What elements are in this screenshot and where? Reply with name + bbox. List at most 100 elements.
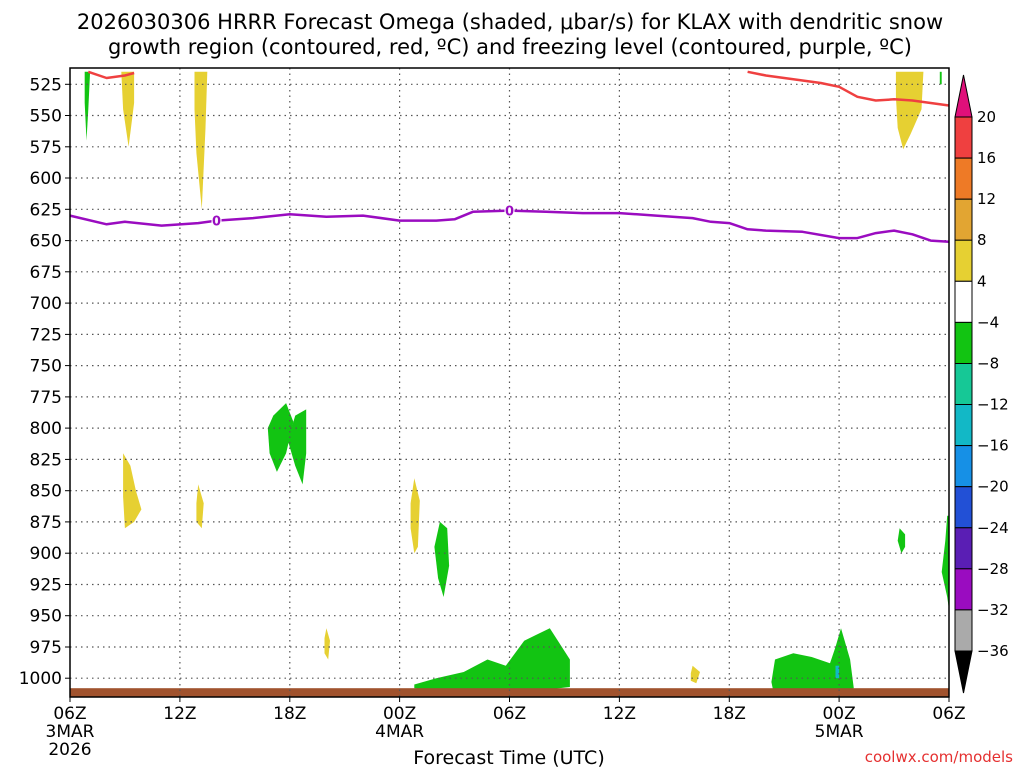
colorbar-swatch-1 (954, 157, 973, 200)
colorbar-label-5: −4 (977, 313, 999, 331)
y-axis: 525 550 575 600 625 650 675 700 725 750 775 800 825 8… (19, 75, 70, 689)
omega-shading (84, 71, 949, 694)
y-tick-label-700: 700 (30, 294, 62, 314)
omega-area-14 (941, 515, 949, 610)
x-tick-label-0: 06Z (53, 704, 86, 724)
y-tick-label-650: 650 (30, 232, 62, 252)
omega-area-7 (690, 665, 700, 684)
colorbar-label-2: 12 (977, 190, 996, 208)
colorbar-swatch-4 (954, 280, 973, 323)
omega-area-17 (835, 665, 840, 679)
colorbar-swatch-9 (954, 486, 973, 529)
omega-area-10 (267, 403, 294, 472)
chart-title-line1: 2026030306 HRRR Forecast Omega (shaded, … (77, 10, 943, 34)
x-tick-label-5: 12Z (603, 704, 636, 724)
omega-area-9 (939, 71, 942, 85)
y-tick-label-775: 775 (30, 388, 62, 408)
y-tick-label-675: 675 (30, 263, 62, 283)
colorbar-swatch-3 (954, 239, 973, 282)
y-tick-label-900: 900 (30, 544, 62, 564)
omega-area-15 (414, 628, 570, 694)
omega-area-4 (196, 484, 204, 529)
omega-area-2 (895, 71, 924, 150)
colorbar-label-7: −12 (977, 396, 1009, 414)
y-tick-label-725: 725 (30, 325, 62, 345)
omega-area-8 (84, 71, 91, 141)
freezing-contour-label-0: 0 (212, 215, 221, 230)
y-tick-label-575: 575 (30, 138, 62, 158)
colorbar-bottom-arrow (954, 650, 973, 694)
y-tick-label-1000: 1000 (19, 669, 62, 689)
colorbar-swatch-8 (954, 445, 973, 488)
colorbar: 20 16 12 8 4 −4 −8 −12 −16 −20 −24 −28 −32 −36 (954, 74, 1009, 694)
freezing-label-bg-1 (504, 203, 515, 217)
colorbar-label-3: 8 (977, 231, 987, 249)
y-tick-label-550: 550 (30, 107, 62, 127)
colorbar-label-11: −28 (977, 560, 1009, 578)
colorbar-swatch-10 (954, 527, 973, 570)
x-tick-label-6: 18Z (713, 704, 746, 724)
x-tick-label-1: 12Z (163, 704, 196, 724)
colorbar-label-0: 20 (977, 108, 996, 126)
ground-band (70, 688, 949, 697)
x-tick-date-7: 5MAR (815, 722, 864, 742)
y-tick-label-875: 875 (30, 513, 62, 533)
colorbar-label-4: 4 (977, 272, 987, 290)
y-tick-label-800: 800 (30, 419, 62, 439)
colorbar-swatch-12 (954, 609, 973, 652)
x-axis-label: Forecast Time (UTC) (413, 747, 604, 768)
omega-area-16 (771, 628, 854, 694)
grid-lines (70, 68, 949, 697)
chart-title-line2: growth region (contoured, red, ºC) and f… (108, 35, 912, 59)
y-tick-label-950: 950 (30, 607, 62, 627)
freezing-level-line (69, 209, 950, 244)
plot-area: 00 5255505756006256506757007257507758008… (19, 67, 966, 760)
colorbar-swatch-7 (954, 404, 973, 447)
colorbar-swatch-11 (954, 568, 973, 611)
colorbar-label-8: −16 (977, 437, 1009, 455)
dgz-line-0 (87, 70, 135, 80)
freezing-contour-label-1: 0 (505, 205, 514, 220)
y-tick-label-825: 825 (30, 450, 62, 470)
colorbar-label-6: −8 (977, 355, 999, 373)
colorbar-label-13: −36 (977, 642, 1009, 660)
x-tick-label-4: 06Z (493, 704, 526, 724)
omega-area-6 (324, 628, 330, 660)
x-tick-date-0: 3MAR (46, 722, 95, 742)
omega-area-1 (194, 71, 208, 210)
x-tick-year-0: 2026 (48, 740, 91, 760)
omega-area-13 (897, 528, 906, 554)
colorbar-label-1: 16 (977, 149, 996, 167)
x-tick-date-3: 4MAR (375, 722, 424, 742)
colorbar-swatch-2 (954, 198, 973, 241)
watermark: coolwx.com/models (865, 748, 1013, 766)
contours: 00 (69, 70, 950, 244)
y-tick-label-750: 750 (30, 357, 62, 377)
colorbar-label-10: −24 (977, 519, 1009, 537)
y-tick-label-600: 600 (30, 169, 62, 189)
colorbar-label-9: −20 (977, 478, 1009, 496)
ground-terrain (70, 688, 949, 697)
dgz-line-1 (747, 70, 950, 107)
x-tick-label-8: 06Z (932, 704, 965, 724)
omega-area-3 (123, 453, 142, 529)
colorbar-swatch-5 (954, 321, 973, 364)
x-tick-label-3: 00Z (383, 704, 416, 724)
omega-area-12 (434, 521, 450, 597)
y-tick-label-975: 975 (30, 638, 62, 658)
y-tick-label-850: 850 (30, 482, 62, 502)
colorbar-label-12: −32 (977, 601, 1009, 619)
y-tick-label-625: 625 (30, 200, 62, 220)
omega-area-5 (410, 478, 420, 554)
y-tick-label-925: 925 (30, 576, 62, 596)
freezing-label-bg-0 (211, 213, 222, 227)
colorbar-swatch-0 (954, 116, 973, 159)
x-tick-label-7: 00Z (822, 704, 855, 724)
omega-area-0 (121, 71, 135, 147)
colorbar-swatch-6 (954, 363, 973, 406)
y-tick-label-525: 525 (30, 75, 62, 95)
x-tick-label-2: 18Z (273, 704, 306, 724)
colorbar-top-arrow (954, 74, 973, 118)
